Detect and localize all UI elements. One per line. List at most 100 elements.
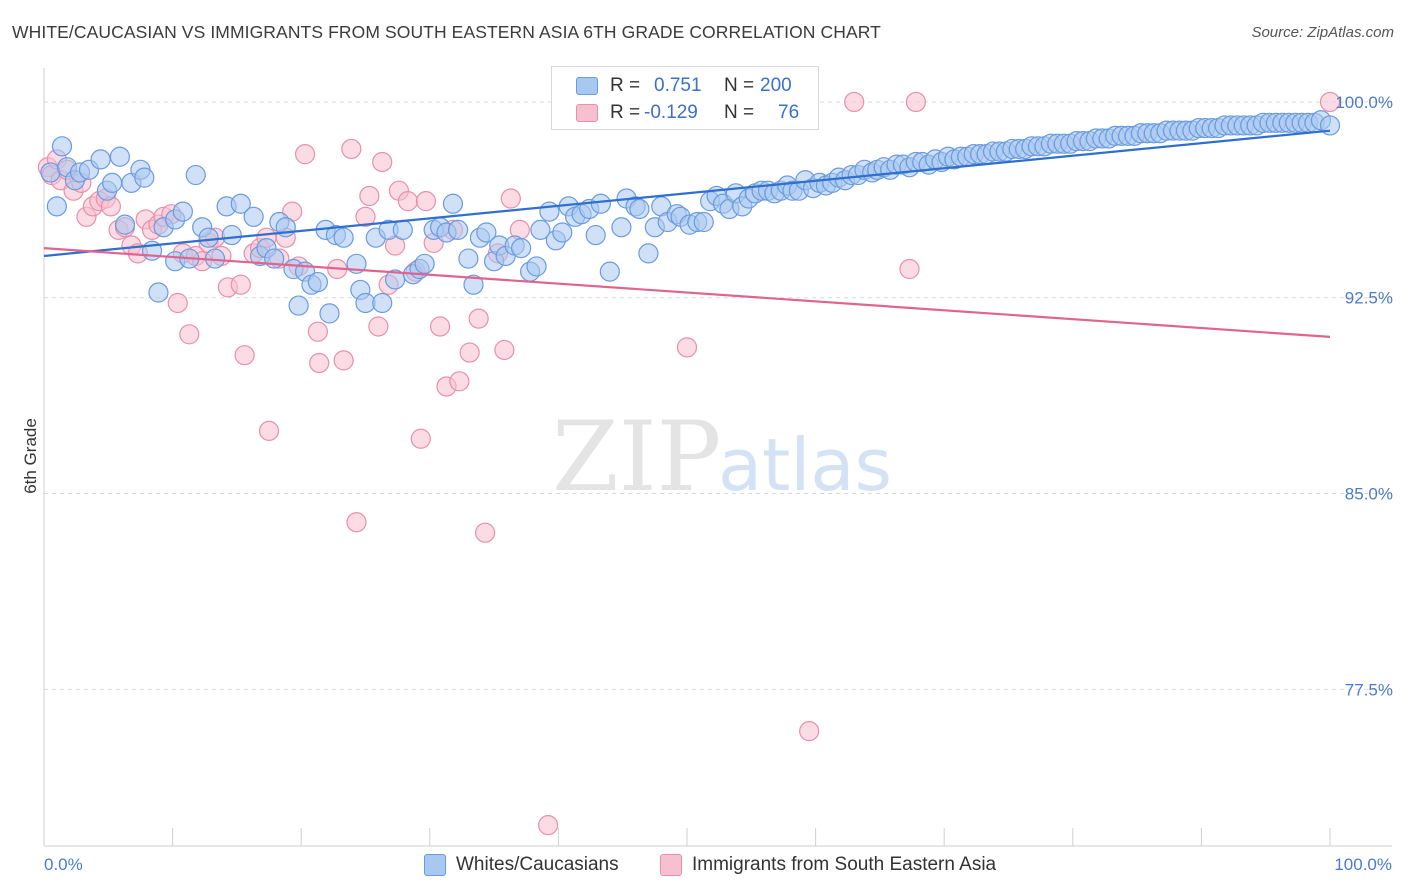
series-legend-immigrants: Immigrants from South Eastern Asia: [660, 852, 996, 878]
whites-point: [333, 227, 354, 248]
immigrants-point: [294, 144, 316, 165]
immigrants-point: [167, 292, 188, 314]
whites-point: [90, 149, 111, 170]
whites-point: [638, 243, 659, 264]
whites-point: [102, 172, 123, 193]
whites-point: [463, 274, 484, 295]
whites-point: [442, 193, 464, 214]
immigrants-point: [179, 324, 200, 345]
trend-line-immigrants: [43, 247, 1331, 339]
immigrants-point: [905, 91, 927, 113]
whites-point: [447, 219, 469, 240]
whites-point: [114, 214, 136, 235]
whites-point: [221, 224, 242, 246]
series-legend-whites: Whites/Caucasians: [424, 852, 619, 878]
immigrants-point: [309, 352, 330, 374]
whites-point: [46, 196, 67, 217]
x-tick-label-100: 100.0%: [1334, 855, 1392, 874]
whites-point: [243, 206, 264, 227]
y-tick-label: 77.5%: [1345, 680, 1393, 699]
watermark-zip: ZIP: [552, 401, 721, 513]
legend-r-label-whites: R =: [610, 75, 641, 96]
immigrants-point: [341, 138, 362, 160]
immigrants-point: [368, 316, 389, 337]
whites-point: [392, 219, 413, 240]
immigrants-point: [346, 512, 367, 533]
series-whites-points: [40, 110, 1341, 324]
series-legend-swatch-immigrants: [660, 854, 682, 876]
whites-point: [585, 224, 606, 246]
immigrants-point: [415, 191, 437, 212]
immigrants-point: [474, 522, 496, 543]
y-axis-label: 6th Grade: [21, 418, 40, 494]
immigrants-point: [429, 316, 451, 337]
whites-point: [51, 136, 73, 157]
watermark-atlas: atlas: [718, 423, 892, 507]
series-legend-swatch-whites: [424, 854, 446, 876]
legend-n-label-whites: N =: [724, 75, 755, 96]
immigrants-point: [799, 721, 820, 742]
legend-swatch-immigrants: [576, 104, 598, 122]
y-tick-label: 85.0%: [1345, 485, 1393, 504]
watermark: ZIP atlas: [552, 401, 892, 513]
whites-point: [476, 222, 497, 243]
stats-legend: R = 0.751 N = 200 R = -0.129 N = 76: [551, 66, 819, 130]
immigrants-point: [676, 337, 698, 358]
immigrants-point: [538, 815, 559, 836]
legend-r-value-whites: 0.751: [654, 75, 702, 96]
immigrants-point: [494, 339, 515, 361]
trend-line-whites: [43, 129, 1331, 258]
immigrants-point: [234, 345, 255, 366]
whites-point: [185, 164, 206, 186]
whites-point: [134, 167, 155, 188]
whites-point: [288, 295, 309, 316]
whites-point: [109, 146, 130, 167]
legend-n-label-immigrants: N =: [724, 102, 755, 123]
whites-point: [552, 222, 573, 243]
whites-point: [611, 217, 632, 238]
immigrants-point: [372, 151, 393, 173]
y-tick-label: 92.5%: [1345, 289, 1393, 308]
whites-point: [319, 303, 340, 324]
immigrants-point: [844, 91, 865, 113]
whites-point: [307, 271, 329, 293]
whites-point: [230, 193, 251, 214]
whites-point: [148, 282, 169, 303]
immigrants-point: [258, 420, 280, 441]
chart-source: Source: ZipAtlas.com: [1251, 24, 1394, 41]
y-tick-label: 100.0%: [1335, 93, 1393, 112]
y-tick-labels: 77.5% 85.0% 92.5% 100.0%: [1335, 93, 1393, 699]
whites-point: [511, 238, 532, 259]
immigrants-point: [1319, 91, 1341, 113]
whites-point: [590, 193, 611, 214]
x-tick-label-0: 0.0%: [44, 855, 83, 874]
whites-point: [414, 253, 435, 274]
whites-point: [629, 198, 650, 220]
legend-n-value-immigrants: 76: [778, 102, 800, 123]
immigrants-point: [899, 258, 920, 280]
immigrants-point: [500, 188, 521, 209]
trend-lines: [43, 129, 1331, 339]
axes: [43, 68, 1392, 847]
immigrants-point: [307, 321, 329, 342]
legend-r-value-immigrants: -0.129: [644, 102, 698, 123]
x-tick-marks: [172, 828, 1331, 846]
immigrants-point: [333, 350, 354, 371]
immigrants-point: [230, 274, 251, 295]
immigrants-point: [359, 185, 380, 207]
series-legend-label-whites: Whites/Caucasians: [456, 854, 619, 875]
series-legend: Whites/Caucasians Immigrants from South …: [0, 852, 1406, 878]
whites-point: [458, 248, 479, 269]
immigrants-point: [449, 371, 470, 392]
immigrants-point: [397, 191, 419, 212]
immigrants-point: [468, 308, 489, 329]
legend-swatch-whites: [576, 77, 598, 95]
whites-point: [530, 219, 551, 240]
whites-point: [372, 292, 393, 314]
whites-point: [526, 256, 547, 277]
chart-title: WHITE/CAUCASIAN VS IMMIGRANTS FROM SOUTH…: [12, 22, 881, 42]
immigrants-point: [410, 428, 431, 449]
gridlines: [44, 101, 1392, 690]
immigrants-point: [459, 342, 480, 363]
